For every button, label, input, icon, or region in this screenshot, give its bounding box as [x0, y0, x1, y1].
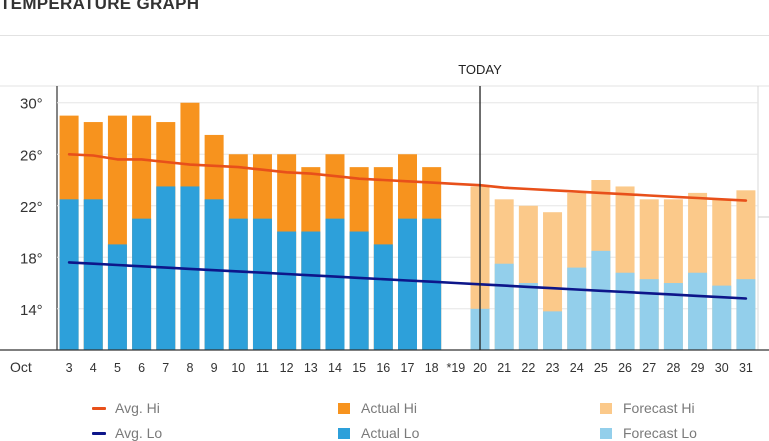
legend-forecast-lo-label: Forecast Lo	[623, 425, 697, 441]
y-tick-label: 30°	[20, 96, 43, 113]
actual-lo-bar	[228, 218, 248, 350]
forecast-lo-bar	[518, 283, 538, 350]
forecast-lo-bar	[736, 279, 756, 350]
x-tick-label: 18	[425, 361, 439, 375]
forecast-lo-bar	[688, 272, 708, 350]
x-tick-label: 28	[666, 361, 680, 375]
legend-avg-hi-label: Avg. Hi	[115, 400, 160, 416]
y-tick-label: 18°	[20, 250, 43, 267]
title-divider	[0, 35, 769, 36]
x-tick-label: 26	[618, 361, 632, 375]
actual-lo-bar	[277, 231, 297, 350]
legend-forecast-lo[interactable]: Forecast Lo	[600, 425, 697, 441]
x-tick-label: 11	[256, 361, 269, 375]
legend-forecast-hi-label: Forecast Hi	[623, 400, 695, 416]
forecast-lo-bar	[567, 267, 587, 350]
x-tick-label: 15	[352, 361, 366, 375]
x-tick-label: 16	[376, 361, 390, 375]
y-tick-label: 14°	[20, 302, 43, 319]
x-tick-label: *19	[446, 361, 465, 375]
actual-lo-bar	[422, 218, 442, 350]
x-tick-label: 31	[739, 361, 753, 375]
forecast-lo-bar	[712, 285, 732, 350]
x-tick-label: 6	[138, 361, 145, 375]
x-tick-label: 29	[691, 361, 705, 375]
legend: Avg. Hi Actual Hi Forecast Hi Avg. Lo Ac…	[0, 390, 769, 441]
legend-avg-hi[interactable]: Avg. Hi	[92, 400, 160, 416]
actual-lo-bar	[59, 199, 79, 350]
legend-actual-lo-swatch	[338, 427, 350, 439]
legend-forecast-hi-swatch	[600, 402, 612, 414]
x-month-label: Oct	[10, 359, 32, 375]
forecast-lo-bar	[615, 272, 635, 350]
avg-hi-line	[67, 153, 748, 202]
avg-lo-line	[67, 261, 748, 300]
legend-actual-lo[interactable]: Actual Lo	[338, 425, 419, 441]
temperature-chart: 30° 26° 22° 18° 14° TODAY Oct 3 4 5 6 7 8 9 10 11 12 13 14…	[0, 62, 769, 375]
legend-avg-lo-label: Avg. Lo	[115, 425, 163, 441]
legend-avg-hi-swatch	[92, 406, 106, 410]
actual-lo-bar	[107, 244, 127, 350]
x-tick-label: 22	[521, 361, 535, 375]
x-tick-label: 24	[570, 361, 584, 375]
x-tick-label: 10	[231, 361, 245, 375]
today-label: TODAY	[458, 62, 502, 77]
legend-avg-lo[interactable]: Avg. Lo	[92, 425, 162, 441]
x-tick-label: 5	[114, 361, 121, 375]
forecast-lo-bar	[591, 250, 611, 350]
forecast-lo-bar	[639, 279, 659, 350]
legend-actual-hi-label: Actual Hi	[361, 400, 418, 416]
legend-actual-lo-label: Actual Lo	[361, 425, 420, 441]
legend-actual-hi-swatch	[338, 402, 350, 414]
legend-actual-hi[interactable]: Actual Hi	[338, 400, 417, 416]
legend-forecast-hi[interactable]: Forecast Hi	[600, 400, 695, 416]
actual-lo-bar	[83, 199, 103, 350]
x-tick-label: 23	[546, 361, 560, 375]
actual-lo-bar	[204, 199, 224, 350]
x-tick-label: 9	[211, 361, 218, 375]
x-tick-label: 7	[162, 361, 169, 375]
x-tick-label: 27	[642, 361, 656, 375]
y-tick-label: 22°	[20, 199, 43, 216]
x-tick-label: 12	[280, 361, 294, 375]
legend-forecast-lo-swatch	[600, 427, 612, 439]
y-tick-label: 26°	[20, 147, 43, 164]
x-tick-label: 4	[90, 361, 97, 375]
actual-lo-bar	[373, 244, 393, 350]
x-tick-label: 14	[328, 361, 342, 375]
x-tick-label: 25	[594, 361, 608, 375]
actual-lo-bar	[252, 218, 272, 350]
x-tick-label: 17	[401, 361, 415, 375]
x-tick-label: 13	[304, 361, 318, 375]
actual-lo-bar	[325, 218, 345, 350]
page-title: TEMPERATURE GRAPH	[0, 0, 200, 13]
x-tick-label: 21	[497, 361, 511, 375]
actual-lo-bar	[132, 218, 152, 350]
forecast-lo-bar	[663, 283, 683, 350]
x-tick-label: 30	[715, 361, 729, 375]
forecast-lo-bar	[494, 263, 514, 350]
x-tick-label: 3	[66, 361, 73, 375]
actual-lo-bar	[349, 231, 369, 350]
forecast-lo-bar	[543, 311, 563, 350]
x-tick-label: 20	[473, 361, 487, 375]
x-tick-label: 8	[186, 361, 193, 375]
actual-lo-bar	[398, 218, 417, 350]
actual-lo-bar	[301, 231, 321, 350]
